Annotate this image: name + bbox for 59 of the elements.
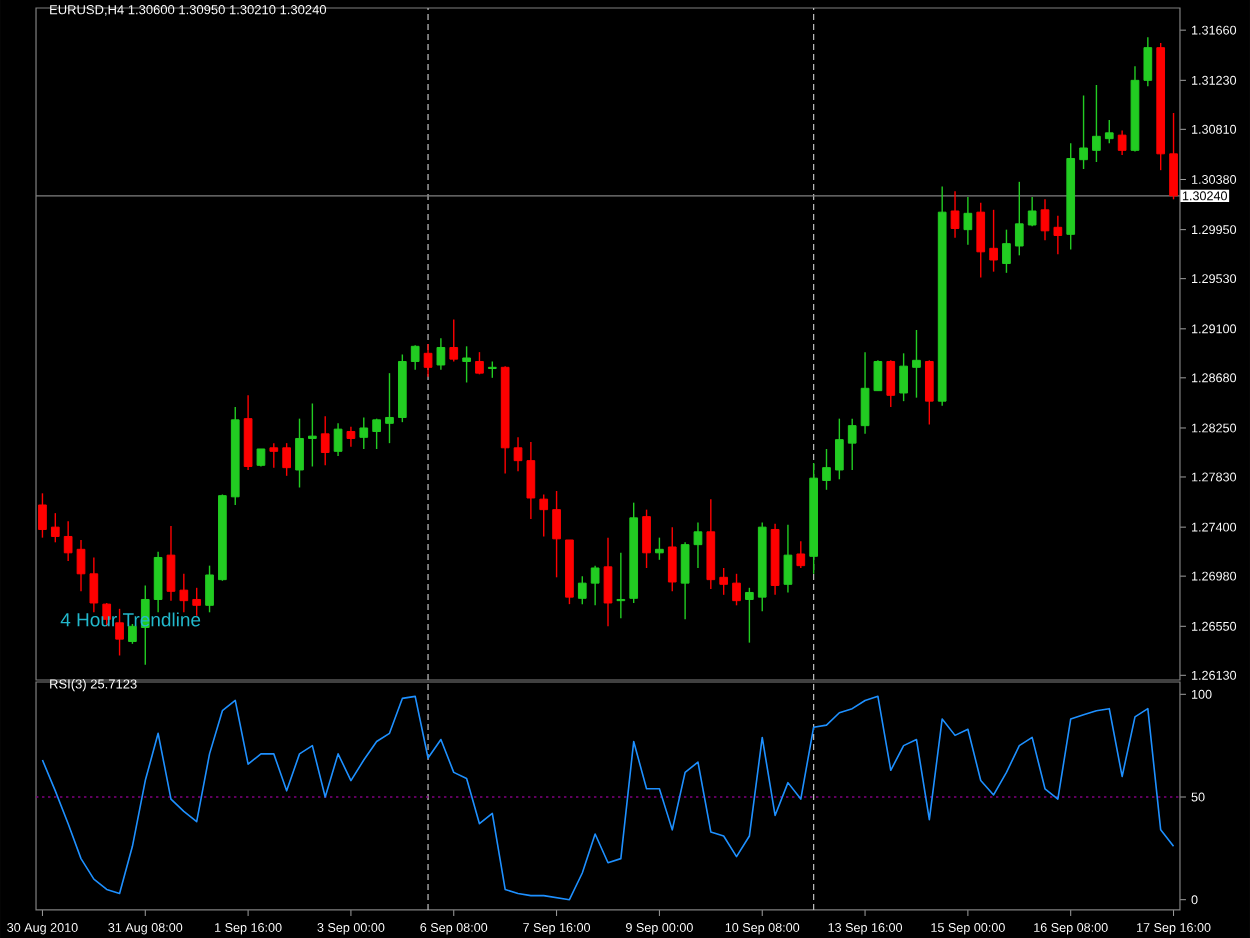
candlestick	[128, 623, 137, 645]
candlestick	[1002, 228, 1011, 274]
candlestick	[912, 329, 921, 399]
candlestick	[282, 442, 292, 477]
candlestick	[976, 202, 986, 279]
candlestick	[706, 498, 716, 590]
candlestick	[166, 525, 176, 602]
candlestick	[308, 402, 317, 468]
candlestick	[1143, 36, 1153, 87]
candlestick	[667, 526, 677, 593]
candlestick	[346, 426, 356, 448]
candlestick	[179, 573, 189, 614]
candlestick	[642, 508, 651, 569]
candlestick	[886, 359, 896, 408]
candlestick	[655, 536, 664, 561]
candlestick	[783, 524, 793, 594]
candlestick	[950, 190, 960, 239]
candlestick	[410, 344, 420, 371]
candlestick	[963, 196, 973, 246]
candlestick	[899, 352, 908, 402]
candlestick	[835, 417, 844, 481]
candlestick	[616, 552, 626, 619]
candlestick	[1014, 181, 1024, 257]
candlestick	[989, 209, 998, 273]
candlestick	[333, 422, 343, 457]
candlestick	[1079, 94, 1088, 170]
candlestick	[372, 417, 381, 450]
candlestick	[243, 394, 253, 471]
candlestick	[603, 536, 613, 628]
candlestick	[539, 493, 549, 538]
candlestick	[205, 564, 214, 614]
candlestick	[732, 573, 741, 607]
candlestick	[719, 567, 729, 596]
candlestick	[423, 343, 433, 378]
candlestick	[50, 512, 60, 544]
candlestick	[924, 359, 934, 426]
candlestick	[359, 416, 369, 450]
candlestick	[847, 417, 857, 471]
candlestick	[590, 564, 600, 607]
candlestick	[796, 540, 806, 569]
candlestick	[745, 587, 754, 644]
candlestick	[295, 417, 304, 489]
candlestick	[385, 372, 394, 444]
candlestick	[577, 575, 587, 605]
candlestick	[320, 415, 330, 467]
candlestick	[115, 608, 124, 657]
candlestick	[449, 318, 459, 363]
candlestick	[1117, 129, 1127, 156]
candlestick	[1104, 119, 1114, 145]
candlestick	[1092, 84, 1101, 163]
candlestick	[462, 345, 471, 384]
candlestick	[1169, 112, 1178, 201]
candlestick	[552, 490, 561, 579]
candlestick	[436, 337, 446, 371]
candlestick	[38, 492, 47, 539]
candlestick	[153, 550, 163, 614]
candlestick	[822, 448, 831, 491]
candlestick	[269, 442, 279, 469]
candlestick	[1027, 196, 1037, 227]
